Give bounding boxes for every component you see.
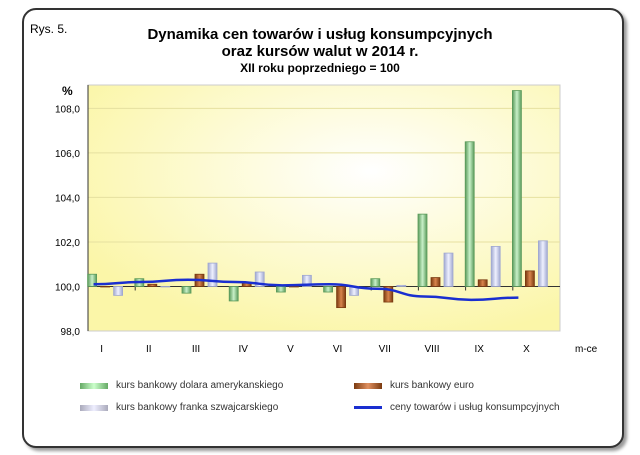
bar-eur — [430, 277, 441, 287]
x-tick-label: V — [287, 344, 294, 355]
bar-eur — [147, 283, 158, 287]
y-tick-label: 102,0 — [55, 238, 80, 249]
bar-chf — [254, 271, 265, 287]
chart-subtitle: XII roku poprzedniego = 100 — [240, 61, 400, 75]
bar-eur — [100, 286, 110, 288]
bar-chf — [396, 284, 407, 287]
y-tick-label: 108,0 — [55, 104, 80, 115]
legend-label: ceny towarów i usług konsumpcyjnych — [390, 402, 560, 413]
bar-chf — [538, 240, 548, 287]
bar-chf — [443, 252, 454, 287]
bar-eur — [383, 286, 394, 303]
x-tick-label: III — [192, 344, 200, 355]
bar-chf — [113, 286, 123, 296]
legend-eur: kurs bankowy euro — [354, 380, 474, 391]
bar-usd — [464, 141, 475, 287]
x-tick-label: IX — [474, 344, 484, 355]
y-tick-label: 104,0 — [55, 193, 80, 204]
title-line-2: oraz kursów walut w 2014 r. — [221, 43, 419, 60]
figure-label: Rys. 5. — [30, 22, 68, 36]
bar-usd — [181, 286, 192, 294]
legend-cpi: ceny towarów i usług konsumpcyjnych — [354, 402, 560, 413]
bar-usd — [87, 273, 97, 287]
legend-usd: kurs bankowy dolara amerykanskiego — [80, 380, 283, 391]
bar-chf — [301, 274, 312, 287]
bar-usd — [323, 286, 334, 293]
legend-label: kurs bankowy dolara amerykanskiego — [116, 380, 284, 391]
bar-chf — [490, 246, 501, 287]
legend-label: kurs bankowy franka szwajcarskiego — [116, 402, 279, 413]
bar-eur — [336, 286, 347, 309]
legend-swatch — [354, 382, 382, 389]
x-tick-label: II — [146, 344, 152, 355]
bar-usd — [417, 213, 428, 287]
x-tick-label: I — [100, 344, 103, 355]
y-tick-label: 100,0 — [55, 282, 80, 293]
legend-swatch — [80, 382, 108, 389]
title-line-1: Dynamika cen towarów i usług konsumpcyjn… — [147, 26, 493, 43]
bar-usd — [228, 286, 239, 302]
x-axis-label: m-ce — [575, 344, 598, 355]
x-tick-label: IV — [238, 344, 248, 355]
legend-swatch — [80, 404, 108, 411]
plot-area — [87, 84, 561, 332]
bar-usd — [512, 90, 522, 287]
bar-eur — [477, 279, 488, 287]
y-tick-label: 98,0 — [61, 327, 81, 338]
y-tick-label: 106,0 — [55, 149, 80, 160]
bar-chf — [207, 262, 218, 287]
legend-swatch — [354, 406, 382, 409]
x-tick-label: VI — [333, 344, 342, 355]
x-tick-label: VII — [379, 344, 391, 355]
x-tick-label: X — [523, 344, 530, 355]
legend-label: kurs bankowy euro — [390, 380, 474, 391]
chart-title: Dynamika cen towarów i usług konsumpcyjn… — [0, 26, 640, 60]
bar-usd — [370, 278, 381, 287]
bar-eur — [288, 286, 299, 288]
legend-chf: kurs bankowy franka szwajcarskiego — [80, 402, 278, 413]
x-tick-label: VIII — [424, 344, 439, 355]
line-cpi — [93, 278, 519, 302]
bar-eur — [525, 270, 535, 287]
bar-usd — [275, 286, 286, 293]
bar-chf — [160, 286, 171, 288]
y-axis-label: % — [62, 84, 73, 98]
